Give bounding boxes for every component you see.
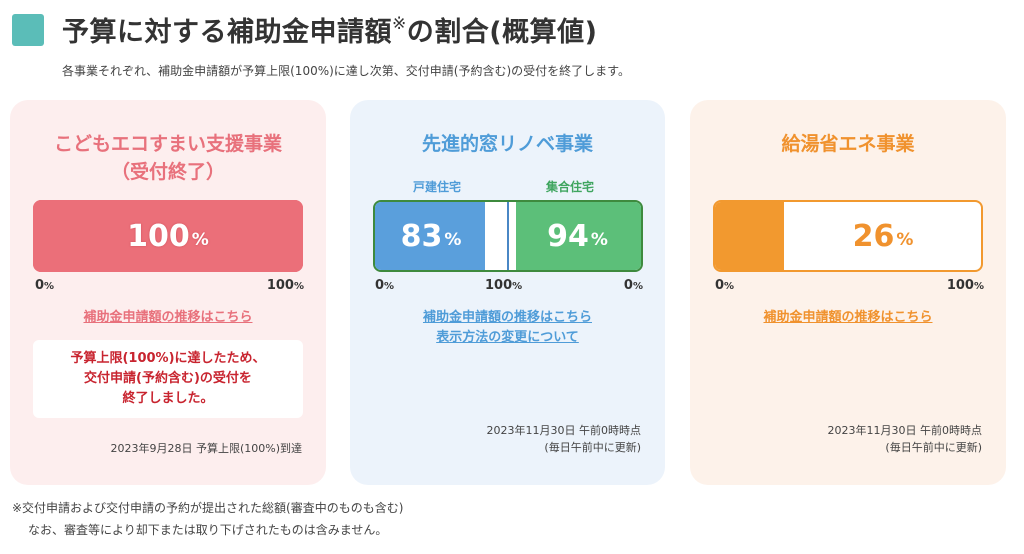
apartment-value: 94%	[547, 218, 608, 254]
progress-bar-fill	[715, 202, 785, 270]
apartment-fill	[515, 202, 641, 270]
card-kyuto-shoene: 給湯省エネ事業 26% 0% 100% 補助金申請額の推移はこちら 2023年1…	[690, 100, 1006, 485]
page-title: 予算に対する補助金申請額※の割合(概算値)	[62, 14, 598, 48]
axis-mid-label: 100%	[485, 278, 523, 293]
page-subtitle: 各事業それぞれ、補助金申請額が予算上限(100%)に達し次第、交付申請(予約含む…	[62, 64, 630, 78]
axis-max-label: 100%	[946, 278, 984, 293]
progress-bar: 100%	[33, 200, 303, 272]
card-kodomo-eco: こどもエコすまい支援事業 （受付終了） 100% 0% 100% 補助金申請額の…	[10, 100, 326, 485]
footnote-exclusion: なお、審査等により却下または取り下げされたものは含みません。	[28, 523, 388, 537]
footnote-definition: ※交付申請および交付申請の予約が提出された総額(審査中のものも含む)	[12, 501, 404, 515]
display-change-link[interactable]: 表示方法の変更について	[436, 330, 579, 345]
detached-house-fill	[375, 202, 486, 270]
update-timestamp: 2023年11月30日 午前0時時点 (毎日午前中に更新)	[827, 424, 982, 454]
axis-left-label: 0%	[375, 278, 395, 293]
apartment-segment: 94%	[508, 202, 641, 270]
axis-min-label: 0%	[715, 278, 735, 293]
progress-bar: 26%	[713, 200, 983, 272]
history-link[interactable]: 補助金申請額の推移はこちら	[422, 310, 592, 325]
progress-value: 26%	[852, 218, 914, 254]
segment-label-detached-house: 戸建住宅	[413, 180, 462, 194]
split-progress-bar: 83% 94%	[373, 200, 643, 272]
closed-notice: 予算上限(100%)に達したため、 交付申請(予約含む)の受付を 終了しました。	[33, 340, 303, 418]
card-title: こどもエコすまい支援事業 （受付終了）	[53, 133, 282, 183]
detached-house-value: 83%	[400, 218, 462, 254]
card-title: 給湯省エネ事業	[781, 133, 915, 155]
history-link[interactable]: 補助金申請額の推移はこちら	[83, 310, 253, 325]
card-mado-renovation: 先進的窓リノベ事業 戸建住宅 集合住宅 83% 94% 0% 100% 0% 補…	[350, 100, 665, 485]
split-divider	[507, 202, 509, 270]
axis-min-label: 0%	[35, 278, 55, 293]
update-timestamp: 2023年11月30日 午前0時時点 (毎日午前中に更新)	[486, 424, 641, 454]
axis-max-label: 100%	[266, 278, 304, 293]
title-footnote-mark: ※	[392, 14, 407, 34]
budget-reached-date: 2023年9月28日 予算上限(100%)到達	[110, 442, 302, 455]
history-link[interactable]: 補助金申請額の推移はこちら	[763, 310, 933, 325]
progress-bar-fill	[33, 200, 303, 272]
detached-house-segment: 83%	[375, 202, 508, 270]
segment-label-apartment: 集合住宅	[546, 180, 595, 194]
progress-value: 100%	[127, 218, 209, 254]
header-accent-square	[12, 14, 44, 46]
card-title: 先進的窓リノベ事業	[421, 133, 593, 155]
axis-right-label: 0%	[623, 278, 643, 293]
